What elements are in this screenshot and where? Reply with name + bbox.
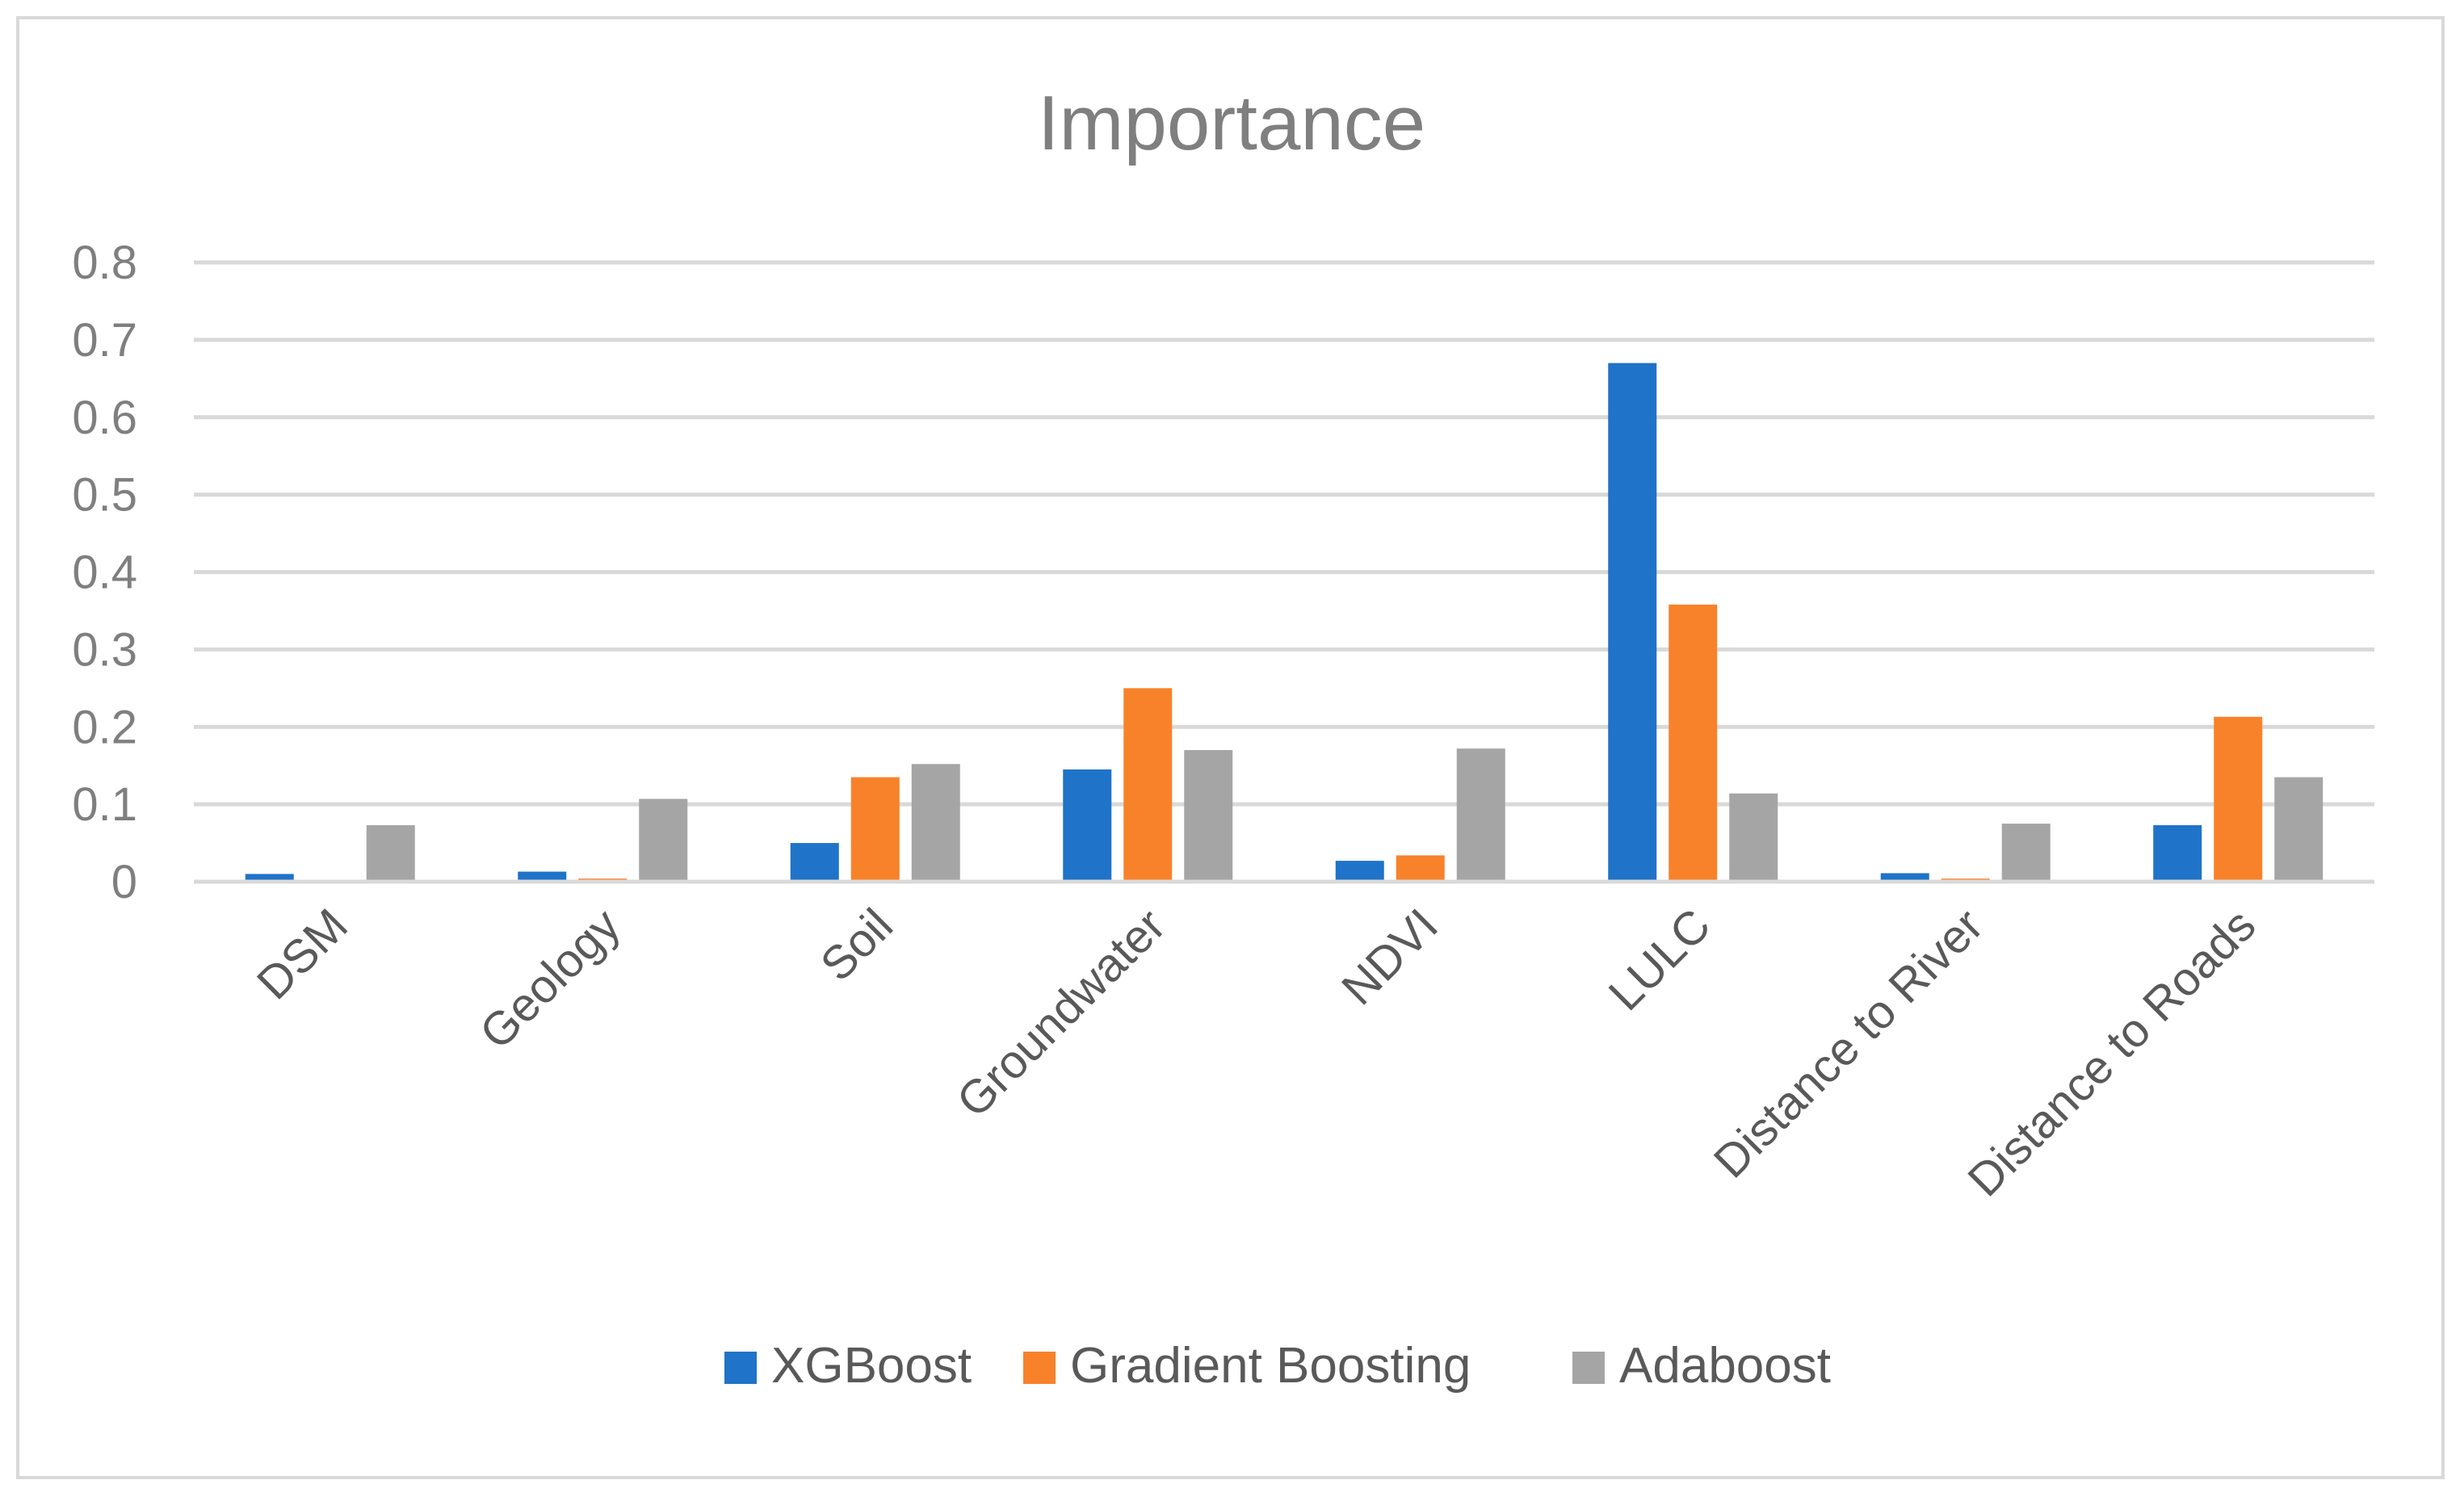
bar-adaboost: [639, 799, 688, 882]
y-tick-label: 0.8: [72, 237, 137, 289]
y-tick-label: 0.6: [72, 392, 137, 444]
bar-xgboost: [2153, 825, 2202, 882]
bar-adaboost: [1456, 748, 1505, 882]
bar-gradient-boosting: [1123, 688, 1173, 882]
y-tick-label: 0.1: [72, 778, 137, 831]
bar-gradient-boosting: [2214, 716, 2263, 882]
bar-adaboost: [2274, 777, 2323, 882]
bar-adaboost: [2001, 824, 2051, 882]
chart-title: Importance: [1038, 80, 1425, 166]
y-axis-tick-labels: 0 0.1 0.2 0.3 0.4 0.5 0.6 0.7 0.8: [72, 237, 137, 908]
x-tick-label: Soil: [811, 899, 903, 991]
bar-adaboost: [1184, 750, 1233, 882]
chart-area: [16, 16, 2445, 1479]
bar-xgboost: [1063, 769, 1112, 882]
x-tick-label: LULC: [1599, 899, 1721, 1021]
bar-xgboost: [790, 843, 839, 882]
bar-gradient-boosting: [850, 777, 900, 882]
legend-label: XGBoost: [771, 1338, 972, 1394]
bar-xgboost: [245, 874, 294, 882]
bar-xgboost: [1608, 363, 1657, 882]
bar-xgboost: [1335, 861, 1384, 882]
legend-swatch: [1572, 1352, 1605, 1384]
y-tick-label: 0.7: [72, 314, 137, 367]
gridlines: [194, 260, 2374, 807]
x-tick-label: Distance to Roads: [1958, 899, 2265, 1206]
bars: [245, 363, 2323, 882]
bar-xgboost: [1880, 873, 1929, 882]
bar-gradient-boosting: [1396, 855, 1445, 882]
legend-label: Gradient Boosting: [1070, 1338, 1471, 1394]
y-tick-label: 0.3: [72, 623, 137, 676]
y-tick-label: 0.4: [72, 547, 137, 599]
y-tick-label: 0.5: [72, 469, 137, 522]
y-tick-label: 0.2: [72, 701, 137, 753]
x-tick-label: Geology: [470, 899, 631, 1059]
legend-swatch: [724, 1352, 757, 1384]
bar-adaboost: [1729, 793, 1778, 882]
bar-gradient-boosting: [1669, 604, 1718, 882]
x-tick-label: NDVI: [1332, 899, 1448, 1015]
bar-xgboost: [518, 871, 567, 882]
bar-adaboost: [366, 825, 415, 882]
legend-swatch: [1023, 1352, 1056, 1384]
x-tick-label: Groundwater: [947, 899, 1175, 1127]
x-axis-tick-labels: DSM Geology Soil Groundwater NDVI LULCDistanc…: [247, 899, 2266, 1206]
x-tick-label: DSM: [247, 899, 358, 1009]
y-tick-label: 0: [111, 856, 137, 908]
x-tick-label: Distance to River: [1704, 899, 1993, 1188]
legend-label: Adaboost: [1619, 1338, 1831, 1394]
legend: XGBoost Gradient Boosting Adaboost: [724, 1338, 1831, 1394]
bar-adaboost: [911, 764, 960, 882]
